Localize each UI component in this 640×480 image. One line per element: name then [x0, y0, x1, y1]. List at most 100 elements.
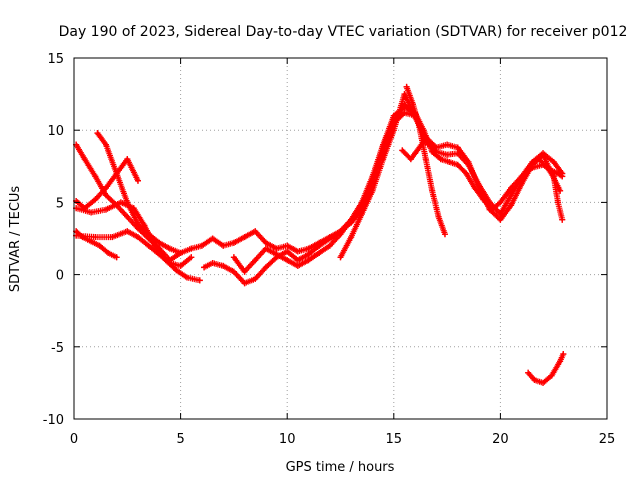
data-point — [113, 254, 120, 261]
data-point — [88, 238, 95, 245]
data-point — [230, 268, 237, 275]
data-point — [390, 112, 397, 119]
data-point — [284, 242, 291, 249]
data-point — [198, 242, 205, 249]
data-point — [407, 156, 414, 163]
data-point — [284, 257, 291, 264]
y-tick-label: -5 — [51, 341, 64, 356]
data-point — [294, 248, 301, 255]
data-point — [92, 234, 99, 241]
data-point — [446, 158, 453, 165]
data-point — [241, 268, 248, 275]
series-track-13 — [535, 156, 566, 223]
data-points — [73, 83, 567, 386]
data-point — [188, 245, 195, 252]
data-point — [294, 257, 301, 264]
y-tick-label: 15 — [47, 52, 64, 67]
data-point — [134, 221, 141, 228]
series-track-1 — [73, 101, 431, 264]
data-point — [557, 358, 564, 365]
series-track-12 — [525, 351, 567, 386]
series-track-10 — [403, 83, 448, 238]
data-point — [262, 239, 269, 246]
data-point — [548, 372, 555, 379]
data-point — [369, 187, 376, 194]
data-point — [156, 251, 163, 258]
data-point — [403, 83, 410, 90]
data-point — [177, 249, 184, 256]
data-point — [117, 199, 124, 206]
data-point — [241, 234, 248, 241]
x-tick-label: 15 — [386, 432, 403, 447]
plot-frame — [73, 57, 608, 420]
data-point — [508, 202, 515, 209]
data-point — [220, 262, 227, 269]
data-point — [305, 257, 312, 264]
data-point — [409, 101, 416, 108]
data-point — [525, 369, 532, 376]
x-axis-label: GPS time / hours — [286, 460, 395, 475]
data-point — [145, 242, 152, 249]
data-point — [529, 161, 536, 168]
data-point — [518, 180, 525, 187]
data-point — [188, 254, 195, 261]
data-point — [399, 147, 406, 154]
data-point — [550, 158, 557, 165]
data-point — [156, 239, 163, 246]
data-point — [92, 196, 99, 203]
data-point — [369, 173, 376, 180]
axis-ticks: 0 5 10 15 20 25 -10 -5 0 5 10 15 — [43, 52, 616, 447]
series-track-5 — [73, 228, 120, 261]
marker-trace — [73, 156, 141, 212]
data-point — [79, 234, 86, 241]
data-point — [559, 216, 566, 223]
data-point — [531, 377, 538, 384]
data-point — [305, 251, 312, 258]
data-point — [262, 245, 269, 252]
data-point — [380, 141, 387, 148]
data-point — [380, 156, 387, 163]
data-point — [145, 231, 152, 238]
data-point — [422, 134, 429, 141]
data-point — [124, 228, 131, 235]
data-point — [92, 173, 99, 180]
data-point — [535, 156, 542, 163]
data-point — [422, 156, 429, 163]
data-point — [497, 216, 504, 223]
data-point — [88, 209, 95, 216]
series-track-7 — [201, 104, 566, 287]
data-point — [316, 249, 323, 256]
data-point — [454, 144, 461, 151]
data-point — [540, 151, 547, 158]
series-track-4 — [73, 156, 141, 212]
data-point — [166, 260, 173, 267]
data-point — [454, 161, 461, 168]
y-tick-label: 5 — [56, 196, 64, 211]
data-point — [550, 173, 557, 180]
data-point — [437, 156, 444, 163]
data-point — [326, 235, 333, 242]
data-point — [358, 210, 365, 217]
data-point — [166, 245, 173, 252]
data-point — [81, 156, 88, 163]
x-tick-label: 0 — [70, 432, 78, 447]
data-point — [241, 280, 248, 287]
data-point — [262, 264, 269, 271]
x-tick-label: 20 — [492, 432, 509, 447]
marker-trace — [525, 351, 567, 386]
data-point — [102, 141, 109, 148]
data-point — [412, 150, 419, 157]
y-tick-label: -10 — [43, 413, 64, 428]
data-point — [435, 213, 442, 220]
data-point — [183, 274, 190, 281]
data-point — [113, 170, 120, 177]
data-point — [476, 184, 483, 191]
marker-trace — [73, 228, 195, 269]
y-axis-label: SDTVAR / TECUs — [8, 186, 23, 293]
data-point — [441, 231, 448, 238]
data-point — [109, 234, 116, 241]
data-point — [252, 257, 259, 264]
data-point — [209, 260, 216, 267]
data-point — [420, 138, 427, 145]
